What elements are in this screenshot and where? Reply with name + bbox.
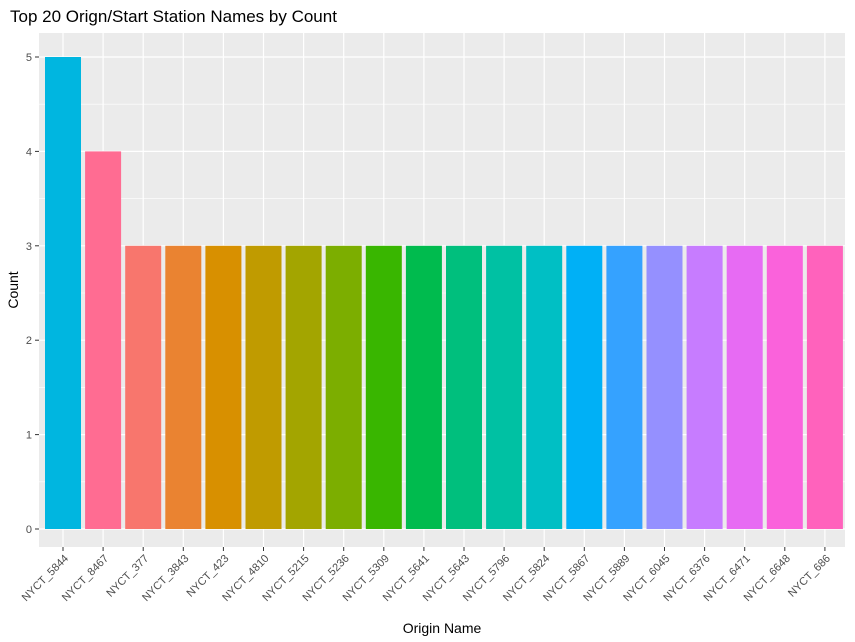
chart-title: Top 20 Orign/Start Station Names by Coun… — [10, 7, 337, 26]
bar-nyct-5215 — [285, 245, 322, 530]
y-axis-ticks: 0 1 2 3 4 5 — [26, 52, 39, 536]
bar-nyct-5309 — [365, 245, 402, 530]
bar-nyct-6471 — [726, 245, 763, 530]
bar-nyct-6648 — [766, 245, 803, 530]
bar-nyct-5889 — [606, 245, 643, 530]
bar-nyct-423 — [205, 245, 242, 530]
bar-nyct-6376 — [686, 245, 723, 530]
bar-nyct-377 — [125, 245, 162, 530]
bar-nyct-686 — [806, 245, 843, 530]
bar-nyct-4810 — [245, 245, 282, 530]
y-tick-label: 2 — [26, 335, 32, 347]
bar-nyct-5867 — [566, 245, 603, 530]
bar-nyct-5824 — [526, 245, 563, 530]
y-tick-label: 1 — [26, 430, 32, 442]
bar-nyct-5236 — [325, 245, 362, 530]
y-tick-label: 3 — [26, 241, 32, 253]
x-axis-title: Origin Name — [403, 620, 482, 636]
bar-nyct-5643 — [446, 245, 482, 530]
bars — [45, 57, 843, 530]
bar-nyct-5796 — [486, 245, 523, 530]
y-tick-label: 0 — [26, 524, 32, 536]
y-tick-label: 4 — [26, 146, 32, 158]
bar-nyct-3843 — [165, 245, 202, 530]
y-tick-label: 5 — [26, 52, 32, 64]
y-axis-title: Count — [5, 271, 21, 308]
x-tick-label: NYCT_686 — [786, 553, 833, 600]
bar-nyct-5844 — [45, 57, 81, 529]
bar-nyct-6045 — [646, 245, 683, 530]
bar-nyct-5641 — [405, 245, 442, 530]
x-axis-ticks: NYCT_5844NYCT_8467NYCT_377NYCT_3843NYCT_… — [20, 547, 833, 604]
bar-nyct-8467 — [85, 151, 122, 529]
